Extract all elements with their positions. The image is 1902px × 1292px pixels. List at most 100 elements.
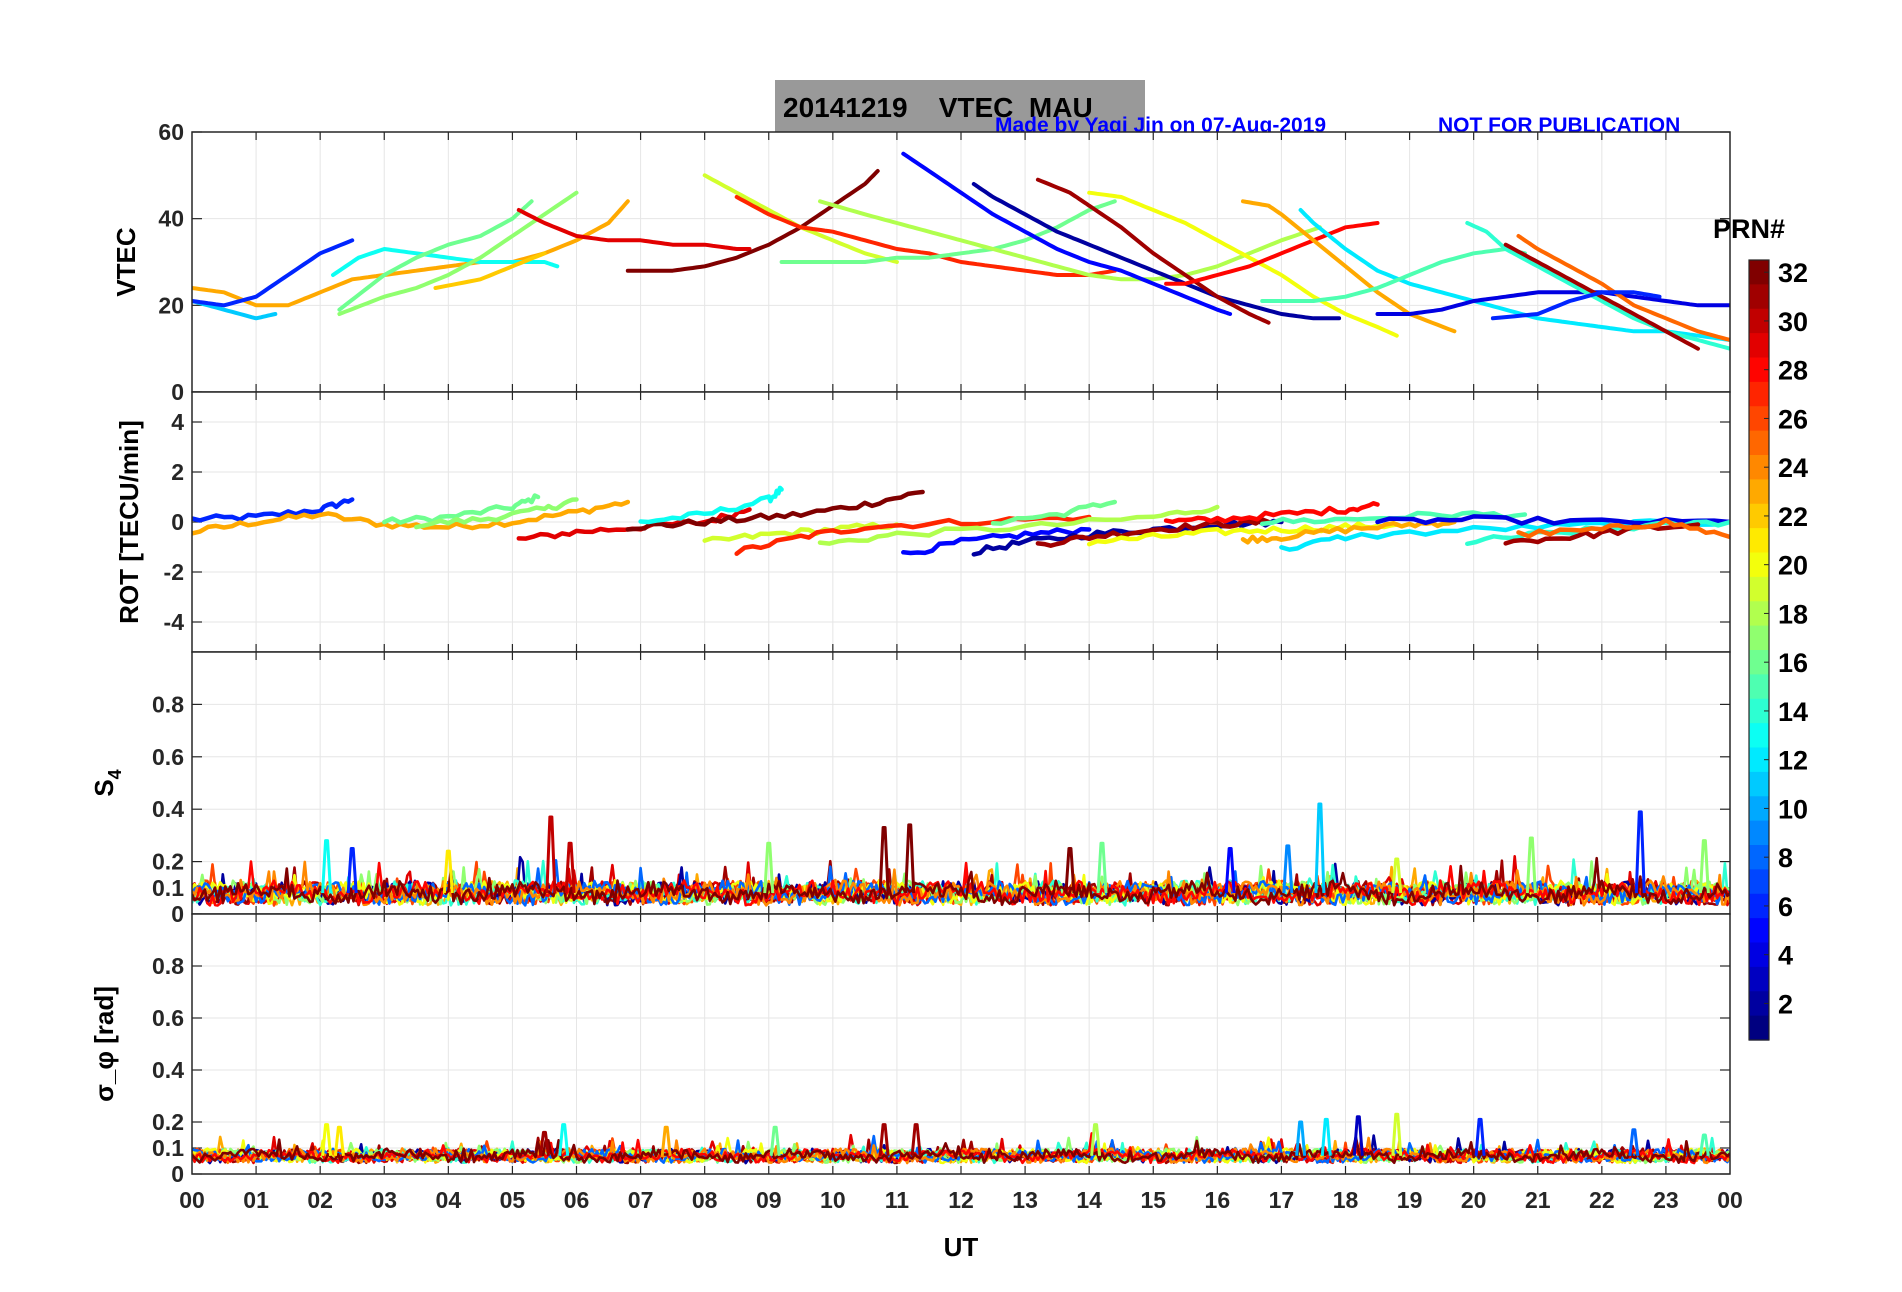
s4-spike (1064, 847, 1076, 894)
colorbar-swatch (1749, 966, 1769, 992)
x-tick-label: 13 (1012, 1187, 1038, 1213)
colorbar-swatch (1749, 698, 1769, 724)
x-tick-label: 03 (371, 1187, 397, 1213)
vtec-y-ticks: 0 20 40 60 (158, 119, 184, 405)
colorbar-tick-label: 12 (1778, 746, 1808, 776)
x-tick-label: 01 (243, 1187, 269, 1213)
colorbar-swatch (1749, 552, 1769, 578)
vtec-series-line (1465, 221, 1730, 351)
rot-series-line (192, 499, 631, 536)
x-axis-label: UT (944, 1232, 979, 1262)
colorbar-tick-label: 6 (1778, 892, 1793, 922)
rot-series-line (1503, 522, 1701, 546)
x-tick-label: 22 (1589, 1187, 1615, 1213)
colorbar-swatch (1749, 625, 1769, 651)
colorbar-swatch (1749, 1015, 1769, 1041)
colorbar-swatch (1749, 455, 1769, 480)
y-tick-label: -4 (164, 609, 185, 635)
y-tick-label: 0.8 (152, 691, 184, 717)
vtec-series-line (1298, 208, 1730, 342)
colorbar-swatch (1749, 601, 1769, 627)
rot-series-line (1516, 517, 1730, 540)
sigma_phi-spike (1698, 1133, 1710, 1157)
x-tick-label: 15 (1140, 1187, 1166, 1213)
colorbar-swatch (1749, 503, 1769, 529)
s4-spike (545, 815, 557, 894)
s4-series (192, 802, 1730, 907)
sigma_phi-spike (538, 1130, 550, 1156)
y-tick-label: 0.6 (152, 744, 184, 770)
vtec-series-line (1164, 221, 1380, 286)
s4-spike (1096, 841, 1108, 894)
sigma_phi-spike (333, 1125, 345, 1156)
sigma_phi-spike (878, 1123, 890, 1156)
sigma-y-ticks: 00.10.2 0.4 0.6 0.8 (152, 953, 184, 1187)
rot-series-line (817, 504, 1220, 546)
y-tick-label: 0.1 (152, 1135, 184, 1161)
y-tick-label: 0 (171, 509, 184, 535)
colorbar-swatch (1749, 406, 1769, 432)
x-tick-label: 12 (948, 1187, 974, 1213)
sigma_phi-spike (769, 1125, 781, 1156)
sigma-series (192, 1112, 1730, 1165)
vtec-series (192, 151, 1730, 351)
colorbar-tick-label: 14 (1778, 697, 1808, 727)
colorbar-swatch (1749, 991, 1769, 1017)
colorbar-swatch (1749, 918, 1769, 944)
colorbar-swatch (1749, 845, 1769, 870)
colorbar-swatch (1749, 260, 1769, 285)
colorbar-tick-label: 32 (1778, 258, 1808, 288)
x-tick-label: 00 (1717, 1187, 1743, 1213)
colorbar-frame (1748, 259, 1770, 1041)
vtec-series-line (192, 299, 278, 321)
y-tick-label: 0.4 (152, 796, 184, 822)
vtec-series-line (1035, 177, 1271, 325)
vtec-panel: 0 20 40 60 VTEC (111, 119, 1731, 405)
colorbar-swatch (1749, 747, 1769, 773)
x-tick-label: 10 (820, 1187, 846, 1213)
rot-series-line (990, 499, 1118, 526)
vtec-series-line (901, 151, 1233, 316)
rot-series-line (1035, 517, 1271, 548)
s4-noise-trace (192, 856, 1730, 907)
colorbar-swatch (1749, 869, 1769, 895)
sigma_phi-spike (321, 1123, 333, 1156)
vtec-series-line (1087, 190, 1399, 338)
colorbar-swatch (1749, 674, 1769, 700)
x-tick-label: 16 (1205, 1187, 1231, 1213)
y-tick-label: 0.8 (152, 953, 184, 979)
vtec-ylabel: VTEC (111, 227, 141, 297)
colorbar-tick-label: 28 (1778, 356, 1808, 386)
vtec-series-line (192, 238, 355, 308)
s4-spike (1314, 802, 1326, 894)
colorbar-tick-label: 8 (1778, 843, 1793, 873)
y-tick-label: 60 (158, 119, 184, 145)
x-tick-label: 02 (307, 1187, 333, 1213)
sigma_phi-spike (1352, 1115, 1364, 1156)
x-tick-label: 06 (564, 1187, 590, 1213)
vtec-series-line (337, 190, 579, 316)
vtec-series-line (516, 208, 752, 251)
x-tick-label: 11 (885, 1187, 910, 1213)
s4-spike (878, 826, 890, 894)
sigma_phi-spike (1628, 1128, 1640, 1156)
colorbar-swatch (1749, 528, 1769, 554)
colorbar-swatch (1749, 771, 1769, 797)
rot-series-line (625, 489, 925, 532)
y-tick-label: 2 (171, 459, 184, 485)
vtec-series-line (818, 199, 1322, 282)
sigma_phi-spike (558, 1123, 570, 1156)
s4-ylabel: S4 (89, 769, 125, 796)
colorbar-swatch (1749, 796, 1769, 822)
colorbar-swatch (1749, 381, 1769, 407)
y-tick-label: 0 (171, 379, 184, 405)
colorbar-tick-label: 16 (1778, 648, 1808, 678)
rot-ylabel: ROT [TECU/min] (114, 420, 144, 624)
x-tick-label: 04 (436, 1187, 462, 1213)
x-tick-label: 08 (692, 1187, 718, 1213)
s4-spike (442, 849, 454, 894)
rot-y-ticks: -4 -2 0 2 4 (164, 409, 185, 635)
s4-spike (1224, 847, 1236, 894)
vtec-series-line (1516, 234, 1730, 342)
